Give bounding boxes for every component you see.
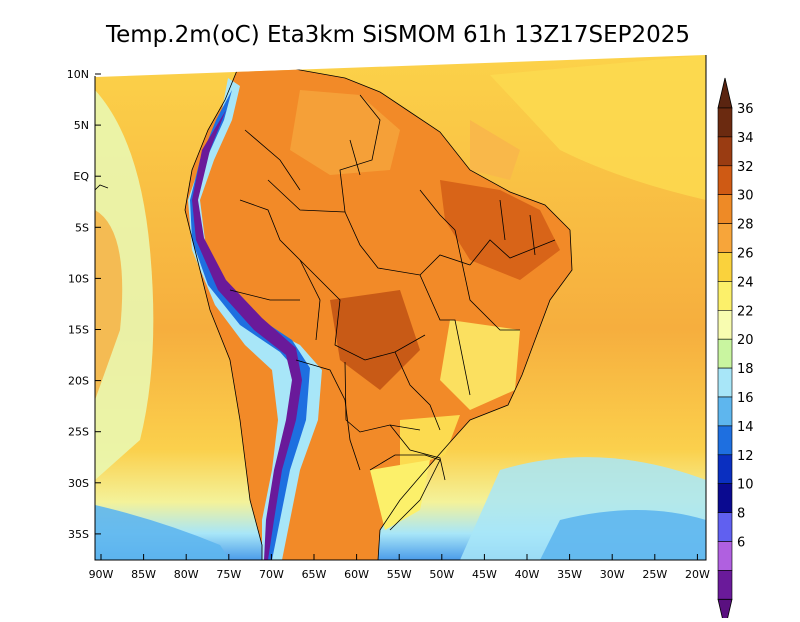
lon-tick-label: 80W (174, 568, 199, 581)
colorbar-label: 16 (737, 391, 754, 406)
lon-tick-label: 20W (685, 568, 710, 581)
lon-tick-label: 40W (515, 568, 540, 581)
temperature-map (95, 55, 706, 560)
political-borders (95, 61, 573, 560)
colorbar-label: 20 (737, 333, 754, 348)
colorbar-swatch (717, 165, 733, 196)
lat-tick-label: 35S (68, 528, 89, 541)
lon-tick-label: 60W (344, 568, 369, 581)
colorbar-label: 28 (737, 218, 754, 233)
lon-tick-label: 30W (600, 568, 625, 581)
colorbar-swatch (717, 194, 733, 224)
colorbar-top-cap (717, 77, 733, 109)
lat-tick-label: 15S (68, 324, 89, 337)
lon-tick-label: 90W (89, 568, 114, 581)
colorbar: 36 34 32 30 28 26 24 22 20 18 16 14 12 10 8 6 (717, 77, 754, 622)
lat-tick-label: 10S (68, 272, 89, 285)
lon-tick-label: 55W (387, 568, 412, 581)
colorbar-swatch (717, 367, 733, 398)
colorbar-label: 14 (737, 420, 754, 435)
colorbar-swatch (717, 396, 733, 427)
lat-tick-label: 5S (75, 221, 89, 234)
lat-tick-label: 5N (74, 119, 89, 132)
colorbar-label: 34 (737, 131, 754, 146)
colorbar-label: 30 (737, 189, 754, 204)
colorbar-swatch (717, 223, 733, 253)
colorbar-swatch (717, 338, 733, 369)
lon-tick-label: 45W (472, 568, 497, 581)
colorbar-swatch (717, 252, 733, 282)
colorbar-bottom-cap (717, 598, 733, 622)
lon-tick-label: 85W (131, 568, 156, 581)
colorbar-swatch (717, 483, 733, 513)
colorbar-label: 18 (737, 362, 754, 377)
lon-tick-label: 65W (302, 568, 327, 581)
colorbar-label: 8 (737, 507, 745, 522)
colorbar-swatch (717, 541, 733, 571)
colorbar-label: 12 (737, 449, 754, 464)
colorbar-swatch (717, 425, 733, 456)
colorbar-swatch (717, 512, 733, 542)
colorbar-label: 26 (737, 247, 754, 262)
colorbar-swatch (717, 454, 733, 484)
colorbar-swatch (717, 107, 733, 138)
colorbar-label: 10 (737, 478, 754, 493)
colorbar-swatch (717, 136, 733, 167)
lon-tick-label: 50W (429, 568, 454, 581)
colorbar-label: 36 (737, 102, 754, 117)
lat-tick-label: 25S (68, 426, 89, 439)
colorbar-swatch (717, 309, 733, 340)
lat-tick-label: EQ (73, 170, 89, 183)
colorbar-label: 24 (737, 275, 754, 290)
lon-tick-label: 70W (259, 568, 284, 581)
latitude-axis: 10N 5N EQ 5S 10S 15S 20S 25S 30S 35S (67, 68, 101, 541)
colorbar-swatch (717, 570, 733, 600)
chart-title: Temp.2m(oC) Eta3km SiSMOM 61h 13Z17SEP20… (105, 22, 690, 48)
longitude-axis: 90W 85W 80W 75W 70W 65W 60W 55W 50W 45W 40W 35W 30W 2… (89, 554, 710, 581)
colorbar-label: 22 (737, 304, 754, 319)
lon-tick-label: 35W (557, 568, 582, 581)
lon-tick-label: 75W (216, 568, 241, 581)
lon-tick-label: 25W (642, 568, 667, 581)
lat-tick-label: 10N (67, 68, 89, 81)
lat-tick-label: 20S (68, 375, 89, 388)
colorbar-label: 32 (737, 160, 754, 175)
colorbar-swatch (717, 281, 733, 311)
colorbar-label: 6 (737, 536, 745, 551)
lat-tick-label: 30S (68, 477, 89, 490)
